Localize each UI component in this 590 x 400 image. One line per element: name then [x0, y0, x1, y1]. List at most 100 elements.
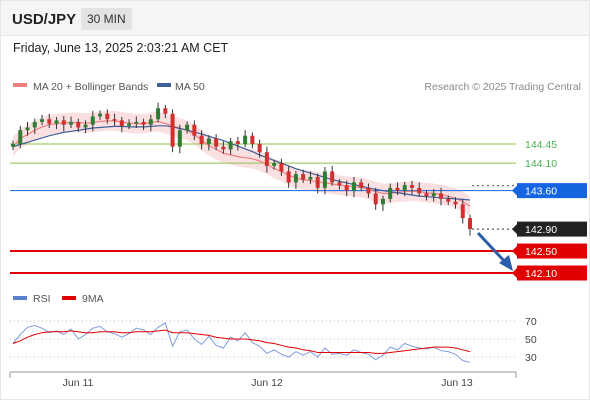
candle-body [301, 174, 306, 180]
level-badge-label: 142.50 [525, 246, 557, 258]
level-label: 144.10 [525, 158, 557, 170]
candle-body [221, 146, 226, 150]
candle-body [25, 127, 30, 131]
candle-body [112, 119, 117, 121]
timestamp: Friday, June 13, 2025 2:03:21 AM CET [13, 41, 229, 55]
candle-body [308, 176, 313, 180]
candle-body [90, 116, 95, 125]
candle-body [134, 121, 139, 124]
candle-body [214, 138, 219, 147]
candle-body [40, 119, 45, 122]
candle-body [127, 123, 132, 126]
candle-body [388, 187, 393, 199]
candle-body [54, 120, 59, 124]
rsi-line [12, 322, 471, 363]
candle-body [446, 198, 451, 202]
candle-body [431, 193, 436, 197]
x-tick-label: Jun 13 [441, 377, 473, 389]
level-label: 144.45 [525, 139, 557, 151]
interval-button[interactable]: 30 MIN [81, 8, 132, 30]
candle-body [98, 113, 103, 117]
credit-text: Research © 2025 Trading Central [424, 81, 581, 93]
price-panel: 144.45 144.10 143.60 142.50 142.10 142.90 [10, 102, 587, 281]
candle-body [32, 121, 37, 128]
candle-body [105, 113, 110, 120]
rsi-tick-label: 70 [525, 316, 537, 328]
candle-body [366, 187, 371, 194]
rsi-tick-label: 50 [525, 334, 537, 346]
candle-body [148, 119, 153, 125]
candle-body [417, 187, 422, 194]
rsi-legend-swatch [13, 296, 27, 300]
candle-body [424, 193, 429, 197]
rsi-legend-label: RSI [33, 293, 51, 305]
candle-body [192, 124, 197, 136]
candle-body [468, 218, 472, 230]
candle-body [322, 171, 327, 188]
candle-body [279, 163, 284, 172]
level-badge [517, 265, 587, 281]
candle-body [337, 182, 342, 186]
forecast-arrow-shaft [476, 231, 509, 266]
rsi-panel: 30 50 70 [10, 316, 537, 364]
level-badge-label: 143.60 [525, 186, 557, 198]
candle-body [177, 130, 182, 147]
candle-body [61, 120, 66, 125]
candle-body [351, 182, 356, 191]
level-badge [517, 183, 587, 199]
header-bar: USD/JPY 30 MIN [1, 1, 589, 36]
candle-body [453, 201, 458, 205]
rsi9-legend-label: 9MA [82, 293, 104, 305]
x-tick-label: Jun 11 [63, 377, 94, 389]
level-badge [517, 243, 587, 259]
candle-body [395, 187, 400, 191]
candle-body [359, 182, 364, 188]
ma50-line [12, 125, 471, 201]
candle-body [344, 185, 349, 191]
candle-body [163, 108, 168, 114]
candle-body [83, 124, 88, 128]
rsi-tick-label: 30 [525, 352, 537, 364]
candle-body [286, 171, 291, 183]
level-badge-label: 142.10 [525, 268, 557, 280]
current-price-badge [517, 221, 587, 237]
candle-body [460, 204, 465, 219]
candle-body [228, 141, 233, 150]
candle-body [76, 121, 81, 128]
ma50-legend-swatch [157, 83, 171, 87]
candle-body [330, 171, 335, 183]
candle-body [264, 152, 269, 166]
candle-body [243, 135, 248, 144]
candle-body [156, 108, 161, 120]
rsi9-legend-swatch [62, 296, 76, 300]
candle-body [250, 135, 255, 144]
symbol-title: USD/JPY [12, 11, 77, 28]
candle-body [185, 124, 190, 131]
ma20-legend-swatch [13, 83, 27, 87]
forecast-arrow-head [499, 255, 513, 271]
candle-body [47, 119, 52, 124]
rsi-9ma-line [12, 329, 471, 354]
candle-body [141, 121, 146, 125]
candle-body [69, 121, 74, 125]
candle-body [206, 138, 211, 144]
x-tick-label: Jun 12 [251, 377, 283, 389]
candle-body [402, 185, 407, 191]
candle-body [272, 163, 277, 166]
candle-body [170, 113, 175, 147]
candle-body [380, 198, 385, 205]
candle-body [235, 141, 240, 144]
candle-body [293, 174, 298, 183]
ma50-legend-label: MA 50 [175, 81, 205, 93]
candle-body [373, 193, 378, 205]
current-price-label: 142.90 [525, 224, 557, 236]
candle-body [11, 143, 15, 147]
candle-body [199, 135, 204, 144]
candle-body [315, 176, 320, 188]
candle-body [409, 185, 414, 188]
candle-body [119, 120, 124, 126]
candle-body [257, 143, 262, 153]
ma20-legend-label: MA 20 + Bollinger Bands [33, 81, 148, 93]
candle-body [18, 130, 23, 144]
